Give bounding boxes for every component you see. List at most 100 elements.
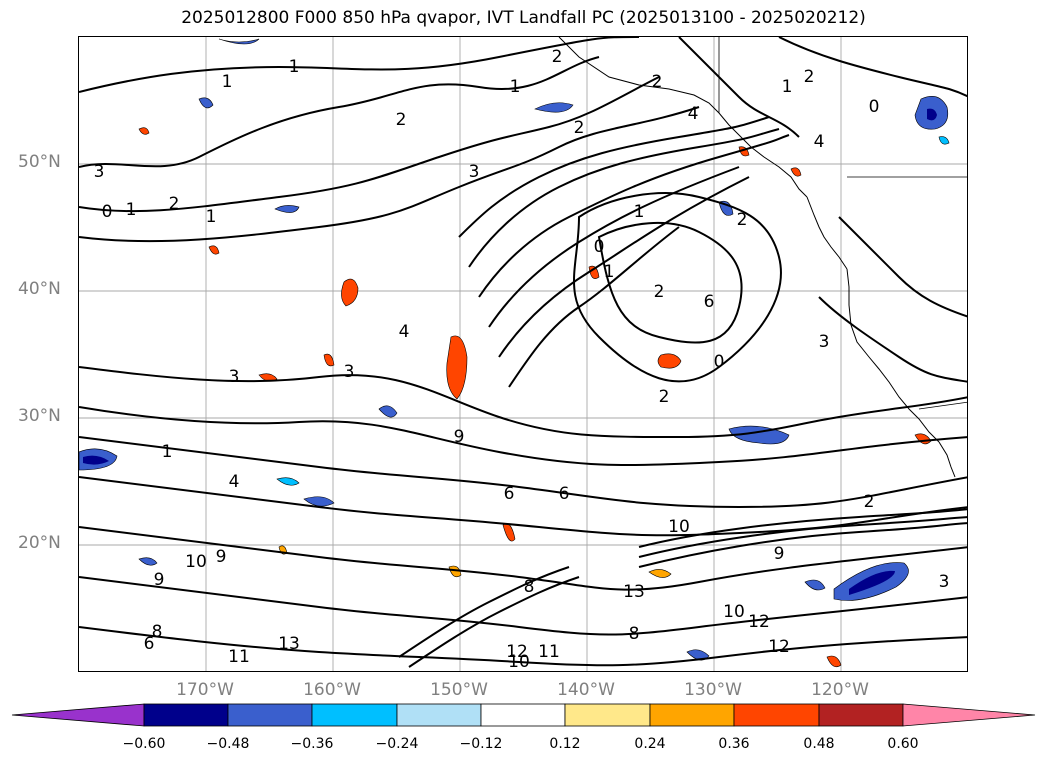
contour-label: 9 (454, 427, 465, 447)
contour-label: 10 (668, 517, 690, 537)
colorbar-tick: 0.24 (634, 736, 666, 752)
contour-line (678, 37, 800, 138)
contour-line (638, 522, 967, 568)
contour-line (79, 56, 600, 168)
coastline-bc (806, 196, 848, 270)
contour-label: 10 (508, 652, 530, 672)
contour-line (498, 176, 750, 358)
neg-patch (804, 579, 826, 591)
colorbar-tick: 0.12 (549, 736, 581, 752)
contour-label: 11 (538, 642, 560, 662)
neg-patch (938, 136, 950, 145)
coastline-baja (938, 441, 956, 478)
lon-label: 140°W (557, 680, 615, 700)
pos-patch (648, 569, 672, 578)
contour-label: 1 (510, 77, 521, 97)
contour-label: 4 (814, 132, 825, 152)
contour-label: 9 (774, 544, 785, 564)
neg-patch (728, 425, 790, 445)
contour-label: 13 (623, 582, 645, 602)
contour-label: 6 (559, 484, 570, 504)
neg-patch (274, 205, 300, 213)
contour-label: 6 (504, 484, 515, 504)
contour-label: 2 (654, 282, 665, 302)
contour-label: 3 (819, 332, 830, 352)
contour-line (398, 566, 570, 658)
colorbar-tick: 0.48 (803, 736, 835, 752)
contour-label: 2 (864, 492, 875, 512)
pos-patch (208, 245, 220, 255)
contour-label: 3 (94, 162, 105, 182)
map-panel[interactable]: 1 1 2 2 2 1 2 0 4 1 2 3 3 0 1 2 1 0 1 2 4 1 2 6 0 2 3 3 4 3 1 9 4 6 6 9 10 10… (78, 36, 968, 672)
contour-label: 1 (126, 200, 137, 220)
contour-label: 9 (216, 547, 227, 567)
contour-label: 2 (659, 387, 670, 407)
contour-label: 11 (228, 647, 250, 667)
contour-label: 12 (506, 642, 528, 662)
colorbar-segment (564, 703, 651, 727)
contour-line (79, 106, 700, 243)
contour-line (597, 222, 743, 344)
coastline (558, 37, 967, 478)
coastline-us-west (846, 268, 940, 443)
contour-label: 6 (704, 292, 715, 312)
contour-label: 2 (552, 47, 563, 67)
colorbar-segment (311, 703, 398, 727)
contour-line (573, 192, 782, 383)
colorbar-tick: −0.24 (375, 736, 419, 752)
colorbar-segment (733, 703, 820, 727)
lon-label: 130°W (684, 680, 742, 700)
colorbar-segment (227, 703, 313, 727)
neg-patch (303, 496, 335, 507)
contour-label: 4 (229, 472, 240, 492)
contour-label: 13 (278, 634, 300, 654)
contour-label: 2 (737, 210, 748, 230)
contour-label: 8 (524, 577, 535, 597)
neg-patch (927, 108, 937, 121)
colorbar-segment (396, 703, 482, 727)
neg-patch (849, 570, 895, 595)
contour-label: 1 (162, 442, 173, 462)
colorbar-tick: 0.36 (718, 736, 750, 752)
contour-line (79, 436, 967, 509)
neg-patch (198, 97, 214, 109)
colorbar-tick: −0.36 (290, 736, 334, 752)
colorbar-extend-max (902, 703, 1036, 727)
contour-label: 3 (939, 572, 950, 592)
colorbar-tick: −0.12 (459, 736, 503, 752)
colorbar-tick: −0.48 (206, 736, 250, 752)
contour-line (638, 516, 967, 558)
contour-label: 6 (144, 634, 155, 654)
contour-label: 10 (723, 602, 745, 622)
contour-label: 1 (289, 57, 300, 77)
contour-line (818, 296, 967, 383)
contour-label: 12 (748, 612, 770, 632)
border-us-mexico (918, 401, 967, 410)
colorbar-segment (818, 703, 904, 727)
contour-line (778, 37, 967, 98)
pos-patch (258, 373, 278, 382)
neg-patch (276, 477, 300, 486)
contour-label: 4 (399, 322, 410, 342)
contour-line (79, 37, 640, 93)
lat-label: 40°N (18, 279, 61, 299)
contour-line (458, 116, 770, 238)
contour-line (79, 526, 967, 591)
neg-patch (534, 102, 574, 113)
colorbar-extend-min (11, 703, 145, 727)
contour-label: 2 (804, 67, 815, 87)
neg-patch (83, 455, 109, 465)
contour-label: 3 (344, 362, 355, 382)
map-title: 2025012800 F000 850 hPa qvapor, IVT Land… (181, 8, 866, 28)
contour-line (468, 128, 780, 268)
neg-patch (218, 38, 260, 45)
contour-line (79, 406, 967, 466)
contour-label: 8 (629, 624, 640, 644)
colorbar (11, 703, 1036, 727)
contour-label: 0 (594, 237, 605, 257)
contour-line (478, 134, 790, 298)
coastline-alaska (558, 37, 808, 198)
colorbar-segments (11, 703, 1036, 727)
